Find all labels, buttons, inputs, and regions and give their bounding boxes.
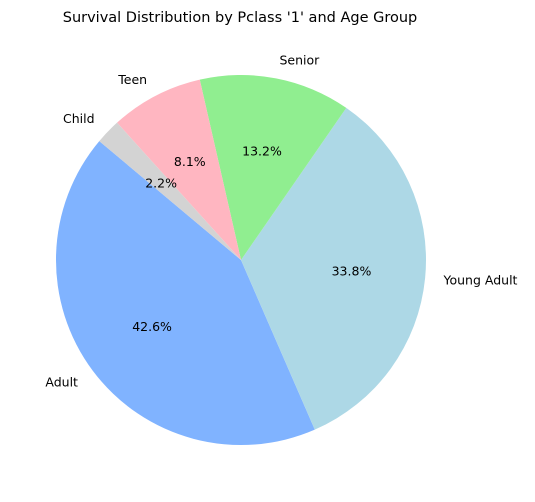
- pie-slice-young-adult: [241, 107, 426, 430]
- slice-percent-young-adult: 33.8%: [332, 263, 372, 278]
- slice-percent-child: 2.2%: [145, 175, 177, 190]
- pie-slice-teen: [117, 79, 241, 260]
- pie-slice-child: [99, 122, 241, 260]
- slice-label-child: Child: [63, 111, 95, 126]
- slice-label-adult: Adult: [45, 374, 78, 389]
- slice-label-senior: Senior: [279, 53, 320, 68]
- pie-slices: [55, 75, 426, 446]
- slice-percent-teen: 8.1%: [174, 154, 206, 169]
- pie-slice-senior: [199, 75, 347, 260]
- chart-title: Survival Distribution by Pclass '1' and …: [63, 10, 418, 26]
- pie-slice-adult: [55, 141, 315, 446]
- slice-percent-adult: 42.6%: [132, 319, 172, 334]
- slice-label-young-adult: Young Adult: [443, 272, 518, 287]
- slice-percent-senior: 13.2%: [242, 144, 282, 159]
- slice-label-teen: Teen: [117, 72, 147, 87]
- pie-labels: Adult 42.6% Young Adult 33.8% Senior 13.2% Tee…: [45, 53, 517, 390]
